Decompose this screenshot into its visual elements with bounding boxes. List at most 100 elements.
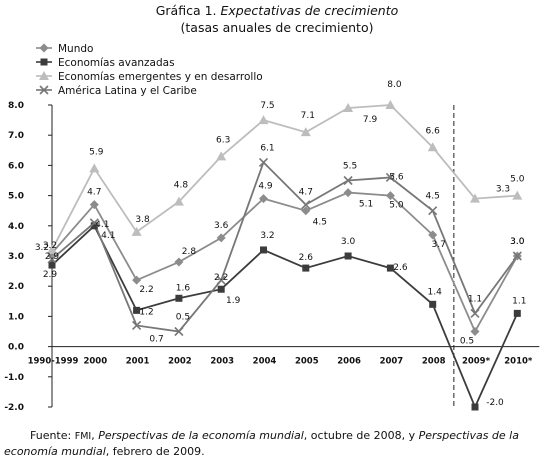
data-label: 3.0 bbox=[510, 237, 525, 247]
source-pub-2: Perspectivas de la economía mundial bbox=[4, 429, 519, 458]
data-label: 8.0 bbox=[387, 80, 402, 90]
data-point bbox=[302, 264, 310, 272]
data-label: 2.9 bbox=[45, 252, 60, 262]
data-label: 3.7 bbox=[432, 240, 446, 250]
data-label: 5.0 bbox=[389, 201, 404, 211]
data-point bbox=[343, 175, 353, 186]
data-point bbox=[258, 157, 269, 167]
data-point bbox=[133, 306, 141, 314]
data-point bbox=[89, 163, 100, 173]
data-label: 4.9 bbox=[258, 182, 273, 192]
legend-marker bbox=[39, 85, 49, 95]
data-label: 4.7 bbox=[299, 188, 313, 198]
data-label: -2.0 bbox=[486, 398, 504, 408]
data-label: 3.2 bbox=[35, 243, 49, 253]
data-label: 1.9 bbox=[226, 296, 241, 306]
chart-title-prefix: Gráfica 1. bbox=[155, 3, 217, 18]
data-label: 1.1 bbox=[468, 294, 482, 304]
data-point bbox=[344, 252, 352, 260]
data-label: 2.9 bbox=[43, 270, 58, 280]
data-point bbox=[343, 188, 353, 198]
data-label: 6.3 bbox=[216, 135, 230, 145]
x-tick-label: 2003 bbox=[210, 357, 234, 367]
data-point bbox=[428, 206, 438, 216]
data-label: 5.9 bbox=[89, 147, 104, 157]
series-line bbox=[51, 191, 519, 334]
data-point bbox=[132, 275, 142, 285]
data-label: 2.8 bbox=[182, 247, 197, 257]
data-point bbox=[174, 257, 184, 267]
data-point bbox=[471, 403, 479, 411]
legend-marker bbox=[39, 43, 49, 53]
data-point bbox=[343, 103, 354, 113]
data-point bbox=[512, 190, 523, 200]
y-tick-label: 2.0 bbox=[8, 282, 24, 292]
data-label: 2.6 bbox=[299, 253, 314, 263]
data-label: 4.5 bbox=[313, 218, 327, 228]
data-label: 7.1 bbox=[301, 111, 315, 121]
x-tick-label: 2006 bbox=[337, 357, 361, 367]
data-point bbox=[427, 142, 438, 152]
y-tick-label: -1.0 bbox=[4, 373, 24, 383]
data-point bbox=[386, 264, 394, 272]
data-point bbox=[428, 230, 438, 240]
data-point bbox=[512, 251, 522, 261]
data-point bbox=[216, 233, 226, 243]
data-point bbox=[132, 320, 142, 331]
data-point bbox=[48, 261, 56, 269]
data-point bbox=[47, 254, 57, 264]
data-point bbox=[300, 127, 311, 137]
data-label: 1.6 bbox=[176, 283, 191, 293]
x-tick-label: 2010* bbox=[504, 357, 533, 367]
data-point bbox=[175, 294, 183, 302]
y-tick-label: 6.0 bbox=[8, 161, 24, 171]
series-line bbox=[51, 160, 519, 333]
data-label: 3.0 bbox=[510, 237, 525, 247]
data-point bbox=[216, 275, 226, 285]
data-label: 4.7 bbox=[87, 188, 101, 198]
data-point bbox=[385, 191, 395, 201]
data-label: 7.5 bbox=[260, 101, 274, 111]
data-label: 4.5 bbox=[426, 192, 440, 202]
chart-title-italic: Expectativas de crecimiento bbox=[220, 3, 399, 18]
x-tick-label: 2004 bbox=[253, 357, 277, 367]
source-sep: , bbox=[91, 429, 95, 442]
x-tick-label: 2008 bbox=[422, 357, 446, 367]
data-point bbox=[259, 194, 268, 204]
data-point bbox=[385, 172, 395, 183]
x-tick-label: 2001 bbox=[126, 357, 150, 367]
series-line bbox=[51, 224, 519, 410]
data-point bbox=[89, 218, 99, 228]
data-point bbox=[470, 308, 480, 318]
data-point bbox=[258, 115, 269, 125]
data-label: 7.9 bbox=[363, 115, 378, 125]
x-tick-label: 2000 bbox=[83, 357, 107, 367]
data-point bbox=[429, 300, 437, 308]
data-label: 4.1 bbox=[101, 231, 115, 241]
legend-label: Mundo bbox=[58, 43, 93, 55]
data-point bbox=[89, 200, 99, 210]
source-mid: , octubre de 2008, y bbox=[303, 429, 416, 442]
data-label: 6.6 bbox=[426, 126, 441, 136]
legend-marker bbox=[39, 71, 49, 80]
data-label: 3.0 bbox=[341, 237, 356, 247]
data-label: 0.7 bbox=[149, 334, 163, 344]
data-point bbox=[385, 100, 396, 109]
data-label: 5.0 bbox=[510, 175, 525, 185]
x-tick-label: 2007 bbox=[380, 357, 404, 367]
y-tick-label: 1.0 bbox=[8, 312, 24, 322]
data-label: 5.5 bbox=[343, 162, 357, 172]
y-tick-label: 8.0 bbox=[8, 101, 24, 111]
data-label: 3.6 bbox=[214, 221, 229, 231]
data-label: 5.1 bbox=[359, 200, 373, 210]
data-label: 5.6 bbox=[389, 172, 404, 182]
data-point bbox=[216, 151, 227, 161]
data-label: 1.1 bbox=[512, 296, 526, 306]
source-pub-1: Perspectivas de la economía mundial bbox=[98, 429, 304, 442]
data-label: 3.2 bbox=[260, 231, 274, 241]
data-point bbox=[260, 246, 267, 254]
chart-subtitle: (tasas anuales de crecimiento) bbox=[180, 20, 374, 35]
data-point bbox=[174, 326, 184, 337]
legend-label: Economías emergentes y en desarrollo bbox=[58, 71, 263, 83]
